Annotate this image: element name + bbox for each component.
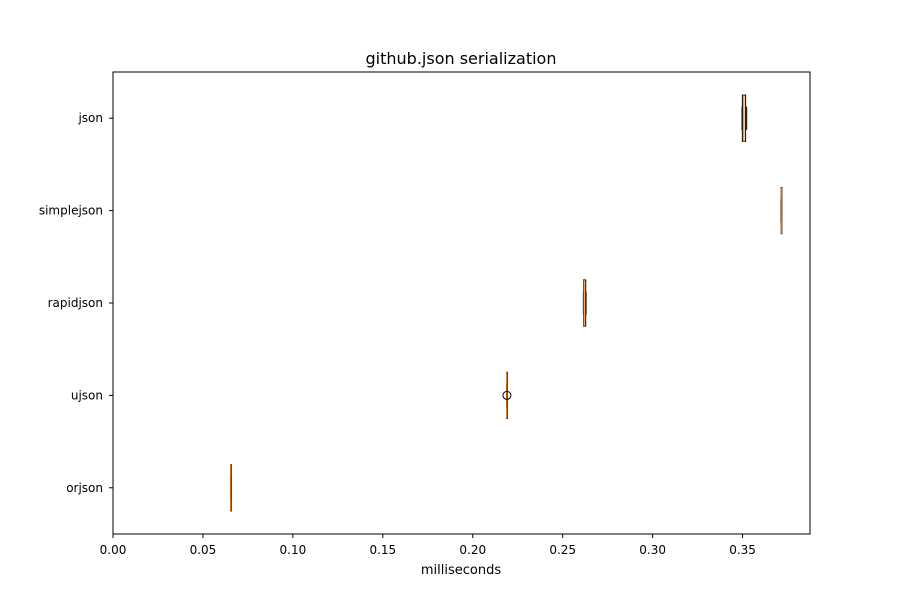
y-tick-label: rapidjson [48, 296, 103, 310]
x-tick-label: 0.00 [100, 543, 127, 557]
x-axis-ticks: 0.00 0.05 0.10 0.15 0.20 0.25 0.30 0.35 [100, 534, 756, 557]
box-rapidjson [582, 279, 587, 327]
x-tick-label: 0.30 [639, 543, 666, 557]
flier-point [502, 390, 512, 400]
x-tick-label: 0.15 [369, 543, 396, 557]
y-tick-label: json [77, 111, 103, 125]
x-tick-label: 0.10 [280, 543, 307, 557]
x-tick-label: 0.05 [190, 543, 217, 557]
box-orjson [229, 464, 232, 512]
box-simplejson [780, 187, 783, 235]
x-tick-label: 0.25 [549, 543, 576, 557]
y-axis-ticks: orjson ujson rapidjson simplejson json [39, 111, 113, 495]
y-tick-label: ujson [71, 388, 103, 402]
x-tick-label: 0.35 [729, 543, 756, 557]
plot-frame [112, 71, 811, 535]
y-tick-label: simplejson [39, 204, 103, 218]
x-axis-label: milliseconds [421, 563, 501, 578]
box-json [741, 94, 748, 142]
x-tick-label: 0.20 [459, 543, 486, 557]
y-tick-label: orjson [66, 481, 103, 495]
chart-title: github.json serialization [366, 49, 557, 68]
box-ujson [502, 371, 512, 419]
box-series [229, 94, 783, 512]
